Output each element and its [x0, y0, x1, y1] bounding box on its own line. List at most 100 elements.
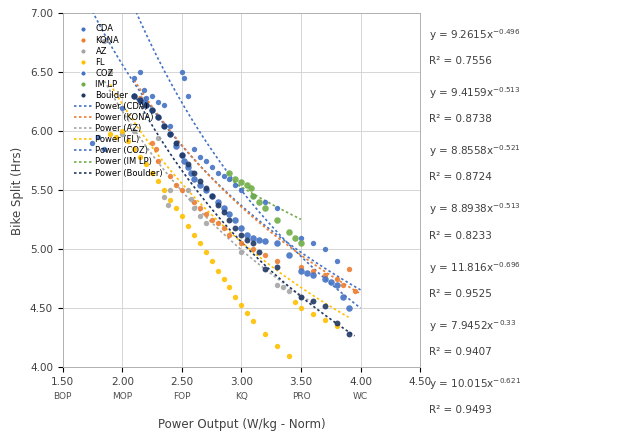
Point	[219, 204, 229, 212]
Point	[272, 258, 282, 265]
Point	[194, 204, 204, 212]
Point	[302, 269, 312, 276]
Point	[135, 154, 145, 161]
Point	[171, 140, 181, 147]
Point	[260, 331, 270, 338]
Point	[183, 163, 193, 170]
Point	[189, 232, 199, 239]
Point	[332, 275, 342, 283]
Point	[284, 287, 294, 294]
Point	[308, 298, 318, 305]
Point	[201, 248, 211, 255]
Point	[153, 114, 163, 121]
Point	[105, 130, 115, 138]
Point	[129, 75, 139, 82]
Point	[129, 128, 139, 135]
Point	[201, 157, 211, 164]
Point	[213, 220, 223, 227]
Point	[177, 187, 187, 194]
Point	[165, 172, 175, 180]
Point	[260, 237, 270, 245]
Point	[231, 181, 241, 188]
Point	[290, 299, 300, 306]
Point	[189, 198, 199, 206]
Text: FOP: FOP	[173, 392, 191, 401]
Point	[189, 169, 199, 176]
Point	[332, 281, 342, 289]
Point	[99, 146, 110, 153]
Point	[320, 317, 330, 324]
Point	[224, 211, 234, 218]
Point	[213, 169, 223, 176]
Text: WC: WC	[353, 392, 368, 401]
Point	[177, 69, 187, 76]
Point	[141, 102, 151, 109]
Point	[260, 252, 270, 259]
Point	[129, 92, 139, 99]
Point	[224, 169, 234, 176]
Point	[231, 293, 241, 300]
Text: R² = 0.8724: R² = 0.8724	[429, 172, 492, 182]
Point	[117, 128, 127, 135]
Point	[147, 92, 157, 99]
Point	[248, 246, 258, 253]
Point	[177, 151, 187, 159]
Point	[236, 187, 246, 194]
Point	[135, 96, 145, 103]
Point	[207, 216, 217, 224]
X-axis label: Power Output (W/kg - Norm): Power Output (W/kg - Norm)	[157, 418, 325, 431]
Point	[296, 267, 306, 274]
Point	[153, 157, 163, 164]
Point	[201, 185, 211, 192]
Point	[246, 185, 256, 192]
Point	[320, 272, 330, 279]
Text: R² = 0.9493: R² = 0.9493	[429, 405, 492, 415]
Point	[248, 193, 258, 200]
Point	[165, 196, 175, 203]
Point	[159, 122, 169, 129]
Point	[194, 240, 204, 247]
Point	[272, 263, 282, 271]
Text: y = 11.816x$^{-0.696}$: y = 11.816x$^{-0.696}$	[429, 260, 522, 276]
Point	[147, 140, 157, 147]
Point	[165, 130, 175, 138]
Point	[207, 258, 217, 265]
Point	[141, 161, 151, 168]
Point	[296, 240, 306, 247]
Point	[179, 75, 189, 82]
Point	[165, 122, 175, 129]
Point	[201, 220, 211, 227]
Point	[153, 177, 163, 185]
Point	[147, 107, 157, 114]
Point	[224, 284, 234, 291]
Point	[332, 319, 342, 326]
Point	[87, 140, 98, 147]
Point	[219, 208, 229, 215]
Point	[260, 198, 270, 206]
Point	[255, 248, 265, 255]
Point	[344, 305, 354, 312]
Point	[135, 69, 145, 76]
Point	[320, 246, 330, 253]
Point	[159, 187, 169, 194]
Point	[207, 193, 217, 200]
Point	[224, 175, 234, 182]
Point	[183, 222, 193, 229]
Point	[135, 96, 145, 103]
Point	[189, 175, 199, 182]
Point	[177, 151, 187, 159]
Point	[255, 198, 265, 206]
Point	[159, 102, 169, 109]
Text: BOP: BOP	[53, 392, 72, 401]
Text: R² = 0.8233: R² = 0.8233	[429, 231, 492, 241]
Text: y = 8.8938x$^{-0.513}$: y = 8.8938x$^{-0.513}$	[429, 202, 522, 217]
Point	[236, 232, 246, 239]
Point	[177, 213, 187, 220]
Point	[224, 216, 234, 224]
Point	[201, 187, 211, 194]
Point	[296, 293, 306, 300]
Point	[183, 161, 193, 168]
Text: PRO: PRO	[292, 392, 310, 401]
Point	[171, 181, 181, 188]
Point	[186, 169, 196, 176]
